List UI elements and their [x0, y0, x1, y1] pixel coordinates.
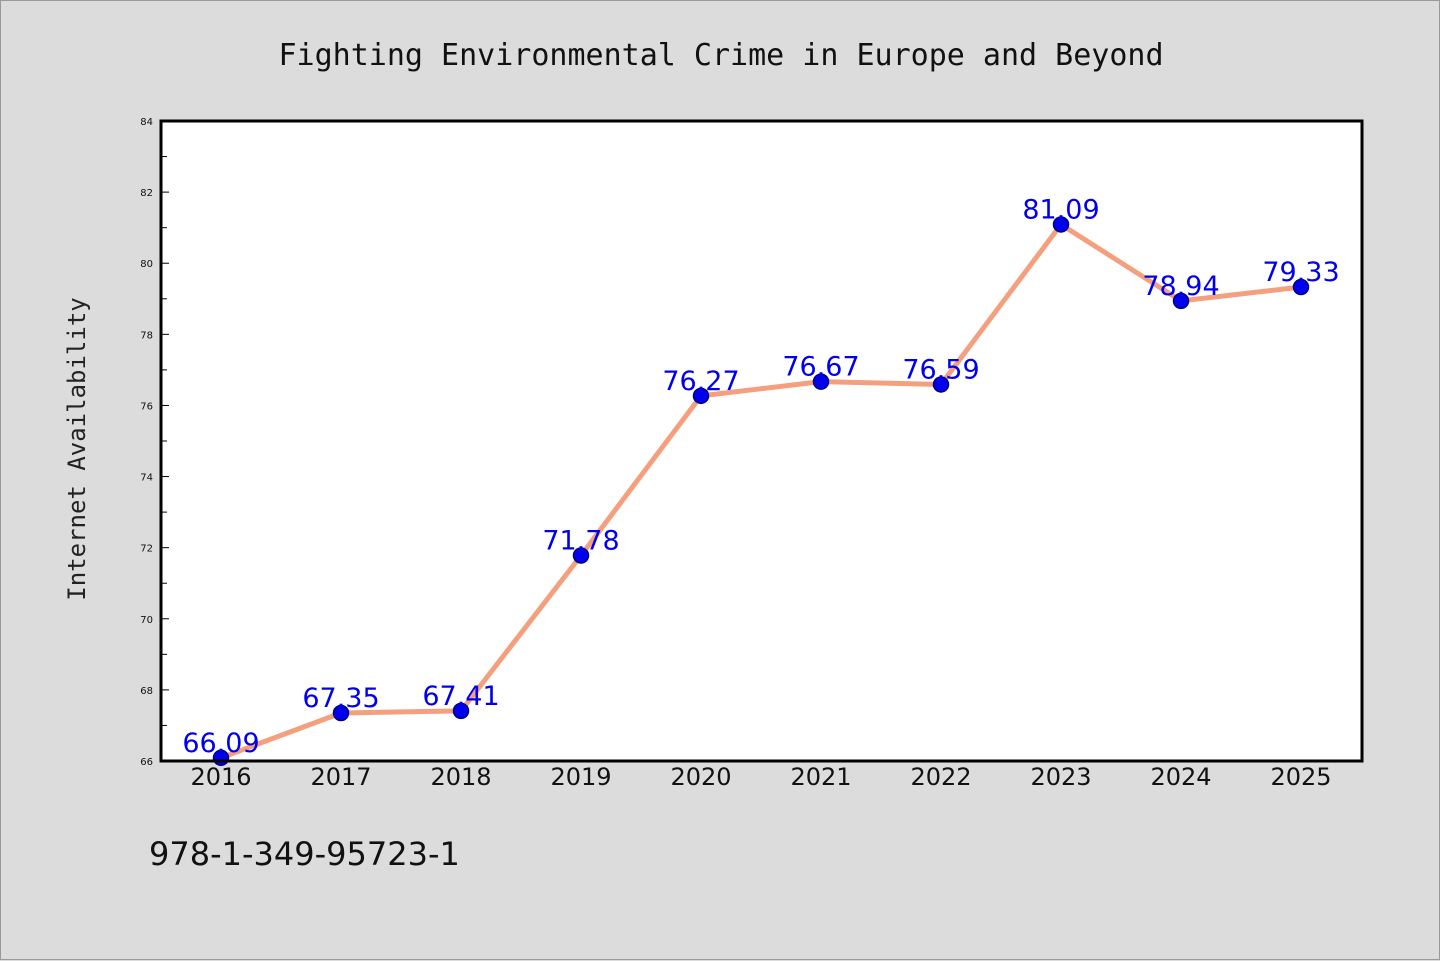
chart-title: Fighting Environmental Crime in Europe a… — [278, 38, 1163, 73]
y-tick-label: 84 — [140, 117, 153, 128]
x-tick-label: 2017 — [310, 763, 371, 791]
y-tick-label: 68 — [140, 686, 153, 697]
data-point — [572, 547, 590, 564]
data-point — [452, 702, 470, 720]
data-label: 76.67 — [782, 352, 859, 383]
data-label: 78.94 — [1142, 271, 1219, 302]
x-tick-label: 2023 — [1030, 763, 1091, 791]
data-label: 79.33 — [1262, 257, 1339, 288]
x-axis-tick-labels: 2016 2017 2018 2019 2020 2021 2022 2023 2024 2025 — [190, 763, 1331, 791]
data-point — [812, 373, 830, 390]
x-tick-label: 2019 — [550, 763, 611, 791]
x-tick-label: 2025 — [1270, 763, 1331, 791]
x-tick-label: 2021 — [790, 763, 851, 791]
data-point — [1172, 292, 1190, 310]
data-label: 71.78 — [542, 525, 619, 556]
data-point — [1292, 278, 1310, 296]
data-point — [692, 387, 710, 405]
x-tick-label: 2024 — [1150, 763, 1211, 791]
plot-area — [161, 121, 1362, 761]
y-tick-label: 82 — [140, 188, 153, 199]
x-tick-label: 2020 — [670, 763, 731, 791]
footer-isbn: 978-1-349-95723-1 — [149, 835, 460, 873]
data-label: 67.35 — [302, 683, 379, 714]
x-tick-label: 2016 — [190, 763, 251, 791]
y-tick-label: 70 — [140, 615, 153, 626]
data-label: 67.41 — [422, 681, 499, 712]
series-line — [218, 221, 1304, 761]
y-tick-label: 78 — [140, 330, 153, 341]
x-tick-label: 2022 — [910, 763, 971, 791]
y-tick-label: 74 — [140, 473, 153, 484]
y-axis-label: Internet Availability — [63, 297, 91, 600]
data-label: 76.27 — [662, 366, 739, 397]
plot-border — [159, 119, 1364, 763]
y-tick-label: 80 — [140, 259, 153, 270]
data-point — [1052, 216, 1070, 233]
data-labels: 66.09 67.35 67.41 71.78 76.27 76.67 76.59 81.09… — [182, 194, 1339, 758]
y-tick-label: 72 — [140, 544, 153, 555]
data-label: 76.59 — [902, 354, 979, 385]
y-tick-label: 76 — [140, 401, 153, 412]
data-label: 81.09 — [1022, 194, 1099, 225]
data-point — [332, 704, 350, 722]
y-tick-label: 66 — [140, 757, 153, 768]
x-tick-label: 2018 — [430, 763, 491, 791]
data-point — [932, 376, 950, 393]
data-label: 66.09 — [182, 728, 259, 759]
y-axis-ticks: 66 68 70 72 74 76 78 80 82 84 — [140, 117, 169, 768]
